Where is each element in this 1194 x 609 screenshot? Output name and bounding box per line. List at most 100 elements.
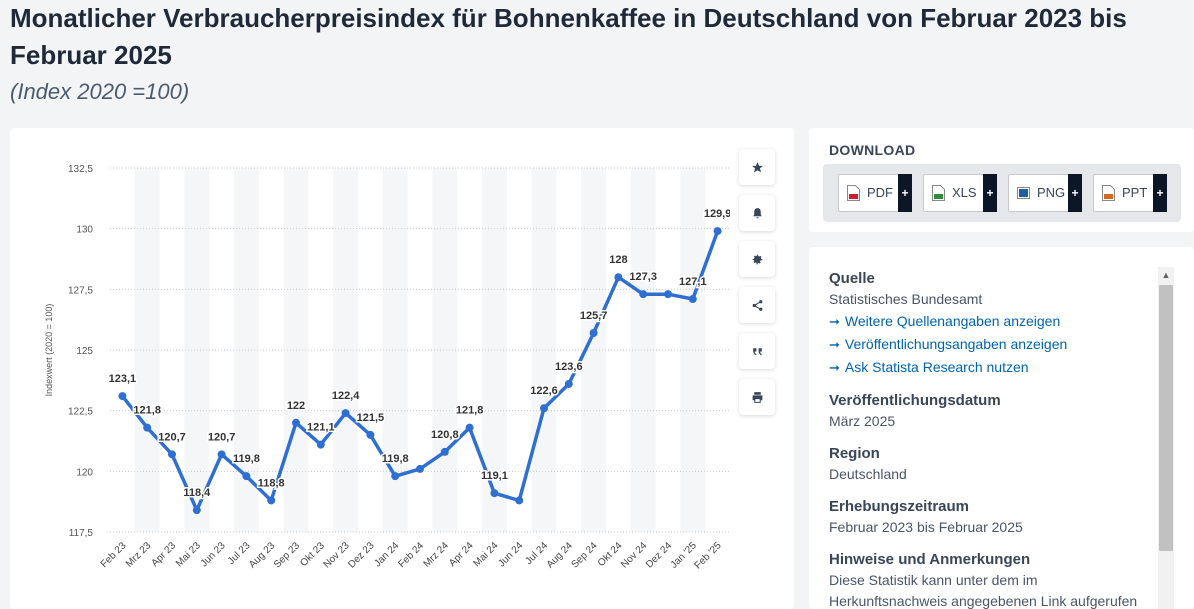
data-label: 119,8 (233, 453, 260, 465)
download-bar: PDF + XLS + PNG + PPT + (823, 164, 1181, 222)
link-publication-details-label: Veröffentlichungsangaben anzeigen (844, 336, 1068, 352)
data-point (564, 379, 573, 388)
data-point (589, 329, 598, 338)
link-publication-details[interactable]: ➞ Veröffentlichungsangaben anzeigen (829, 333, 1149, 356)
download-png-button[interactable]: PNG + (1008, 174, 1082, 212)
download-pdf-button[interactable]: PDF + (838, 174, 912, 212)
png-file-icon (1017, 187, 1030, 199)
print-icon (752, 391, 762, 403)
favorite-button[interactable] (739, 149, 775, 185)
quote-icon (752, 347, 762, 355)
data-point (440, 447, 449, 456)
data-label: 123,6 (555, 361, 583, 373)
page-subtitle: (Index 2020 =100) (10, 79, 190, 104)
data-label: 121,8 (133, 405, 161, 417)
data-point (664, 290, 672, 299)
y-tick-label: 127,5 (68, 285, 93, 296)
xls-file-icon (932, 185, 945, 201)
scroll-thumb[interactable] (1159, 285, 1173, 551)
x-tick-label: Dez 24 (644, 540, 674, 570)
arrow-right-icon: ➞ (829, 314, 840, 329)
x-tick-label: Jan 24 (372, 540, 401, 569)
region-value: Deutschland (829, 466, 907, 482)
data-label: 123,1 (109, 373, 137, 385)
x-tick-label: Jun 24 (496, 540, 525, 569)
data-label: 122,4 (332, 390, 360, 402)
data-point (316, 440, 325, 449)
download-xls-label: XLS (952, 185, 977, 200)
data-label: 119,8 (382, 453, 409, 465)
x-tick-label: Apr 24 (447, 540, 476, 569)
data-label: 121,5 (357, 412, 385, 424)
x-tick-label: Sep 23 (272, 540, 302, 570)
download-pdf-plus[interactable]: + (898, 174, 912, 212)
notes-value: Diese Statistik kann unter dem im Herkun… (829, 572, 1138, 609)
data-label: 118,4 (183, 487, 211, 499)
data-point (540, 404, 548, 413)
data-point (465, 423, 474, 432)
data-label: 129,9 (704, 208, 730, 220)
download-xls-plus[interactable]: + (983, 174, 997, 212)
notes-heading: Hinweise und Anmerkungen (829, 551, 1031, 568)
period-heading: Erhebungszeitraum (829, 498, 970, 515)
x-tick-label: Apr 23 (150, 540, 179, 569)
download-ppt-button[interactable]: PPT + (1093, 174, 1167, 212)
y-tick-label: 117,5 (69, 528, 94, 539)
source-value: Statistisches Bundesamt (829, 291, 983, 307)
scroll-up-arrow-icon[interactable]: ▲ (1161, 270, 1171, 280)
data-label: 125,7 (580, 310, 608, 322)
download-png-label: PNG (1037, 185, 1066, 200)
x-tick-label: Feb 23 (99, 540, 129, 570)
x-tick-label: Nov 23 (322, 540, 352, 570)
data-point (515, 496, 524, 505)
settings-button[interactable] (739, 241, 775, 277)
data-label: 118,8 (258, 477, 285, 489)
data-point (366, 430, 375, 439)
y-tick-label: 125 (76, 346, 93, 357)
cite-button[interactable] (739, 333, 775, 369)
x-tick-label: Mrz 23 (124, 540, 154, 570)
x-tick-label: Sep 24 (570, 540, 600, 570)
link-source-details-label: Weitere Quellenangaben anzeigen (844, 313, 1061, 329)
download-ppt-label: PPT (1122, 185, 1148, 200)
y-tick-label: 132,5 (68, 164, 93, 175)
data-label: 120,7 (208, 431, 236, 443)
data-label: 121,8 (456, 405, 484, 417)
data-label: 128 (609, 254, 627, 266)
data-point (713, 227, 722, 236)
column-band (630, 168, 656, 532)
share-button[interactable] (739, 287, 775, 323)
column-band (432, 168, 458, 532)
data-point (192, 506, 201, 515)
link-ask-research[interactable]: ➞ Ask Statista Research nutzen (829, 356, 1149, 379)
data-point (391, 472, 400, 481)
download-png-plus[interactable]: + (1068, 174, 1082, 212)
period-value: Februar 2023 bis Februar 2025 (829, 519, 1023, 535)
link-ask-research-label: Ask Statista Research nutzen (844, 359, 1029, 375)
x-tick-label: Aug 24 (545, 540, 575, 570)
download-ppt-plus[interactable]: + (1153, 174, 1167, 212)
data-label: 122 (287, 400, 305, 412)
data-point (490, 489, 499, 498)
data-point (416, 464, 424, 473)
data-label: 121,1 (307, 422, 335, 434)
source-heading: Quelle (829, 270, 875, 287)
link-source-details[interactable]: ➞ Weitere Quellenangaben anzeigen (829, 310, 1149, 333)
chart-card: 117,5 120 122,5 125 127,5 130 132,5 Indexwert (… (10, 128, 794, 609)
ppt-file-icon (1102, 185, 1115, 201)
x-tick-label: Aug 23 (247, 540, 277, 570)
pdf-file-icon (847, 185, 860, 201)
data-point (242, 472, 251, 481)
bell-icon (752, 207, 762, 218)
notification-button[interactable] (739, 195, 775, 231)
data-point (292, 418, 300, 427)
data-point (168, 450, 176, 459)
title-block: Monatlicher Verbraucherpreisindex für Bo… (10, 0, 1190, 106)
download-pdf-label: PDF (867, 185, 893, 200)
download-xls-button[interactable]: XLS + (923, 174, 997, 212)
data-point (639, 290, 648, 299)
info-scrollbar[interactable]: ▲ (1158, 267, 1174, 609)
y-axis-label: Indexwert (2020 = 100) (44, 304, 54, 397)
x-tick-label: Mrz 24 (422, 540, 452, 570)
print-button[interactable] (739, 379, 775, 415)
